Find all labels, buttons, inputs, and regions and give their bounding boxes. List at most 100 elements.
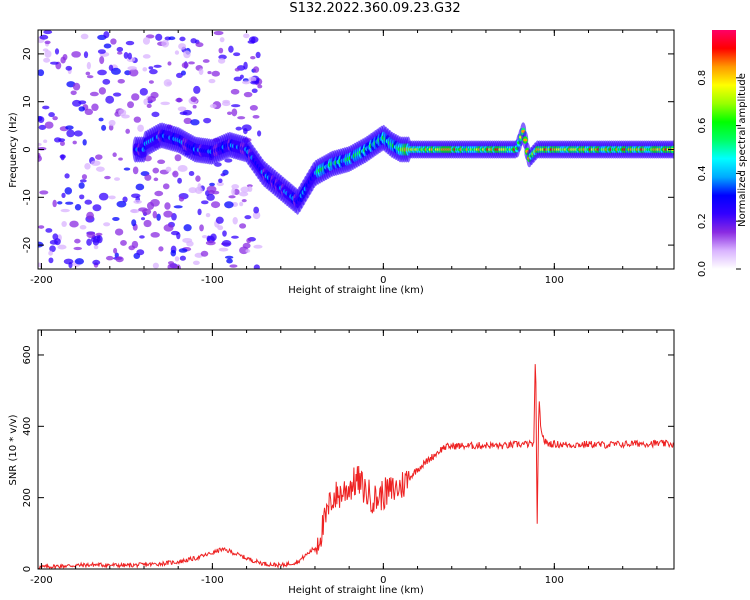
noise-blob — [135, 183, 145, 191]
noise-blob — [164, 202, 171, 210]
noise-blob — [166, 81, 173, 86]
noise-blob — [175, 97, 183, 103]
noise-blob — [213, 30, 224, 36]
noise-blob — [125, 40, 135, 46]
noise-blob — [91, 103, 99, 111]
noise-blob — [231, 104, 241, 108]
noise-blob — [176, 72, 183, 79]
noise-blob — [103, 43, 112, 49]
noise-blob — [84, 163, 91, 170]
noise-blob — [60, 208, 70, 213]
noise-blob — [137, 124, 144, 132]
snr-series-line — [38, 364, 674, 569]
noise-blob — [222, 230, 227, 237]
noise-blob — [157, 159, 166, 164]
noise-blob — [148, 66, 154, 70]
snr-y-tick-label: 200 — [22, 488, 33, 507]
noise-blob — [193, 85, 201, 94]
noise-blob — [130, 209, 137, 213]
noise-blob — [108, 119, 116, 127]
noise-blob — [54, 48, 60, 55]
noise-blob — [42, 48, 49, 52]
noise-blob — [177, 165, 188, 172]
noise-blob — [58, 138, 66, 142]
noise-blob — [170, 230, 180, 236]
noise-blob — [252, 114, 260, 119]
noise-blob — [86, 61, 91, 70]
noise-blob — [103, 31, 110, 39]
noise-blob — [103, 222, 111, 227]
noise-blob — [221, 101, 231, 107]
noise-blob — [152, 262, 159, 269]
noise-blob — [72, 140, 77, 145]
noise-blob — [38, 154, 42, 162]
snr-x-tick-label: 0 — [380, 575, 386, 586]
noise-blob — [54, 238, 61, 246]
noise-blob — [38, 262, 42, 268]
noise-blob — [48, 112, 55, 118]
noise-blob — [115, 256, 124, 263]
noise-blob — [139, 235, 145, 239]
noise-blob — [133, 199, 142, 204]
spectrogram-y-tick-label: 10 — [22, 95, 33, 108]
noise-blob — [80, 33, 89, 40]
noise-blob — [98, 192, 109, 201]
noise-blob — [127, 66, 137, 71]
noise-blob — [246, 237, 252, 244]
noise-blob — [123, 167, 131, 171]
noise-blob — [113, 247, 118, 254]
noise-blob — [177, 106, 187, 112]
noise-blob — [97, 49, 106, 54]
snr-x-tick-label: -100 — [201, 575, 224, 586]
noise-blob — [253, 244, 263, 249]
noise-blob — [142, 67, 148, 72]
noise-blob — [38, 124, 47, 130]
noise-blob — [224, 158, 233, 163]
noise-blob — [201, 235, 208, 239]
noise-blob — [84, 108, 94, 116]
noise-blob — [84, 199, 93, 205]
noise-blob — [44, 40, 51, 45]
noise-blob — [82, 139, 87, 146]
spectrogram-y-tick-label: -20 — [22, 237, 33, 253]
noise-blob — [181, 62, 189, 69]
noise-blob — [202, 59, 210, 63]
noise-blob — [217, 57, 226, 64]
noise-blob — [183, 50, 191, 59]
noise-blob — [179, 36, 186, 42]
noise-blob — [131, 240, 139, 249]
noise-blob — [215, 216, 224, 224]
noise-blob — [145, 34, 155, 39]
noise-blob — [147, 96, 156, 103]
noise-blob — [112, 152, 117, 158]
noise-blob — [244, 215, 252, 220]
noise-blob — [170, 249, 177, 257]
noise-blob — [44, 121, 54, 129]
noise-blob — [161, 39, 170, 48]
colorbar-label: Normalized spectral amplitude — [737, 73, 748, 227]
noise-blob — [43, 30, 53, 35]
noise-blob — [232, 216, 238, 225]
noise-blob — [73, 246, 83, 251]
noise-blob — [86, 75, 94, 79]
noise-blob — [73, 130, 83, 137]
noise-blob — [105, 95, 115, 104]
noise-blob — [173, 205, 183, 209]
noise-blob — [233, 52, 241, 57]
noise-blob — [98, 117, 104, 122]
noise-blob — [226, 258, 233, 264]
noise-blob — [247, 185, 253, 192]
noise-blob — [201, 200, 209, 205]
noise-blob — [151, 111, 160, 118]
colorbar-tick-label: 0.0 — [697, 261, 708, 277]
noise-blob — [219, 37, 225, 43]
noise-blob — [63, 258, 74, 265]
noise-blob — [233, 76, 242, 82]
noise-blob — [168, 36, 176, 41]
colorbar-tick-label: 0.6 — [697, 118, 708, 134]
noise-blob — [178, 196, 185, 202]
noise-blob — [255, 51, 261, 59]
noise-blob — [102, 78, 111, 85]
noise-blob — [205, 212, 211, 218]
